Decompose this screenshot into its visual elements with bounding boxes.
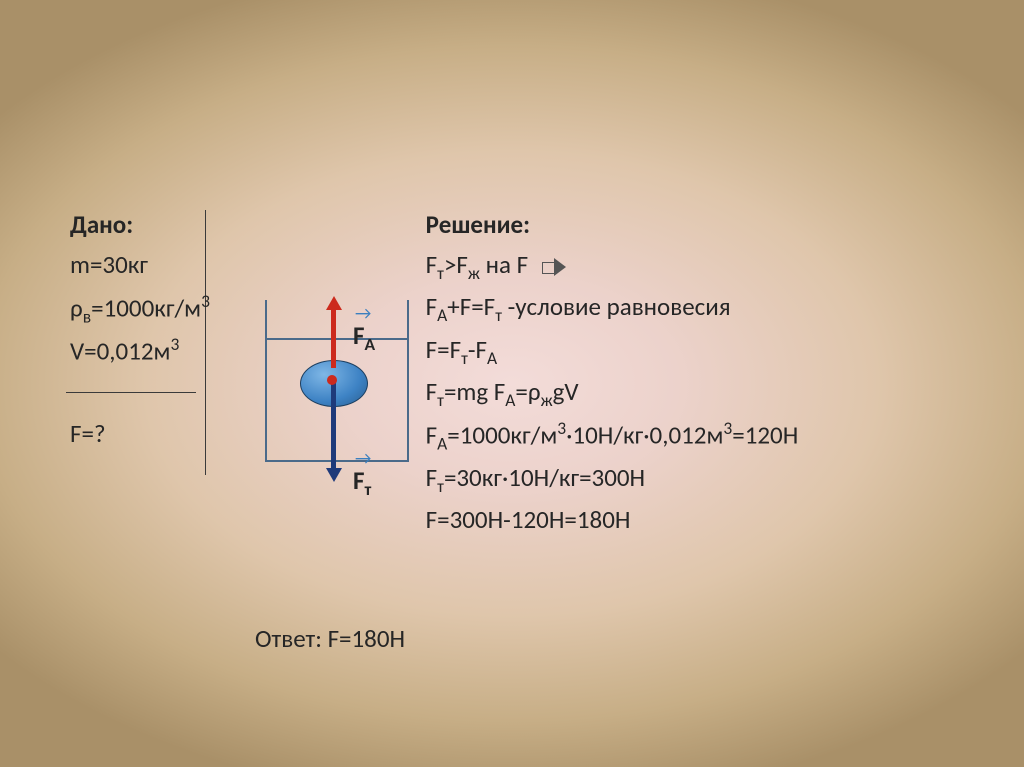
implies-arrow-icon	[542, 260, 564, 274]
solution-line-1: Fт>Fж на F	[426, 245, 564, 287]
ft-vector-label: Fт	[353, 465, 371, 500]
solution-line-7: F=300Н-120Н=180Н	[426, 500, 631, 540]
solution-header: Решение:	[426, 205, 530, 245]
force-diagram: FА Fт	[255, 280, 425, 515]
solution-line-3: F=Fт-FА	[426, 330, 498, 372]
gravity-force-arrow	[331, 380, 336, 470]
body-center-dot	[327, 375, 337, 385]
solution-line-2: FА+F=Fт -условие равновесия	[426, 287, 731, 329]
solution-line-6: Fт=30кг·10Н/кг=300Н	[426, 458, 645, 500]
archimedes-force-arrow	[331, 308, 336, 368]
solution-line-4: Fт=mg FА=ρжgV	[426, 372, 579, 414]
content-area: Дано: Решение: m=30кг Fт>Fж на F ρв=1000…	[70, 205, 970, 540]
answer-line: Ответ: F=180Н	[255, 623, 405, 654]
given-header: Дано:	[70, 205, 420, 245]
physics-slide: Дано: Решение: m=30кг Fт>Fж на F ρв=1000…	[0, 0, 1024, 767]
solution-line-5: FА=1000кг/м3·10Н/кг·0,012м3=120Н	[426, 414, 799, 457]
given-line-1: m=30кг	[70, 245, 420, 285]
fa-vector-label: FА	[353, 320, 375, 355]
